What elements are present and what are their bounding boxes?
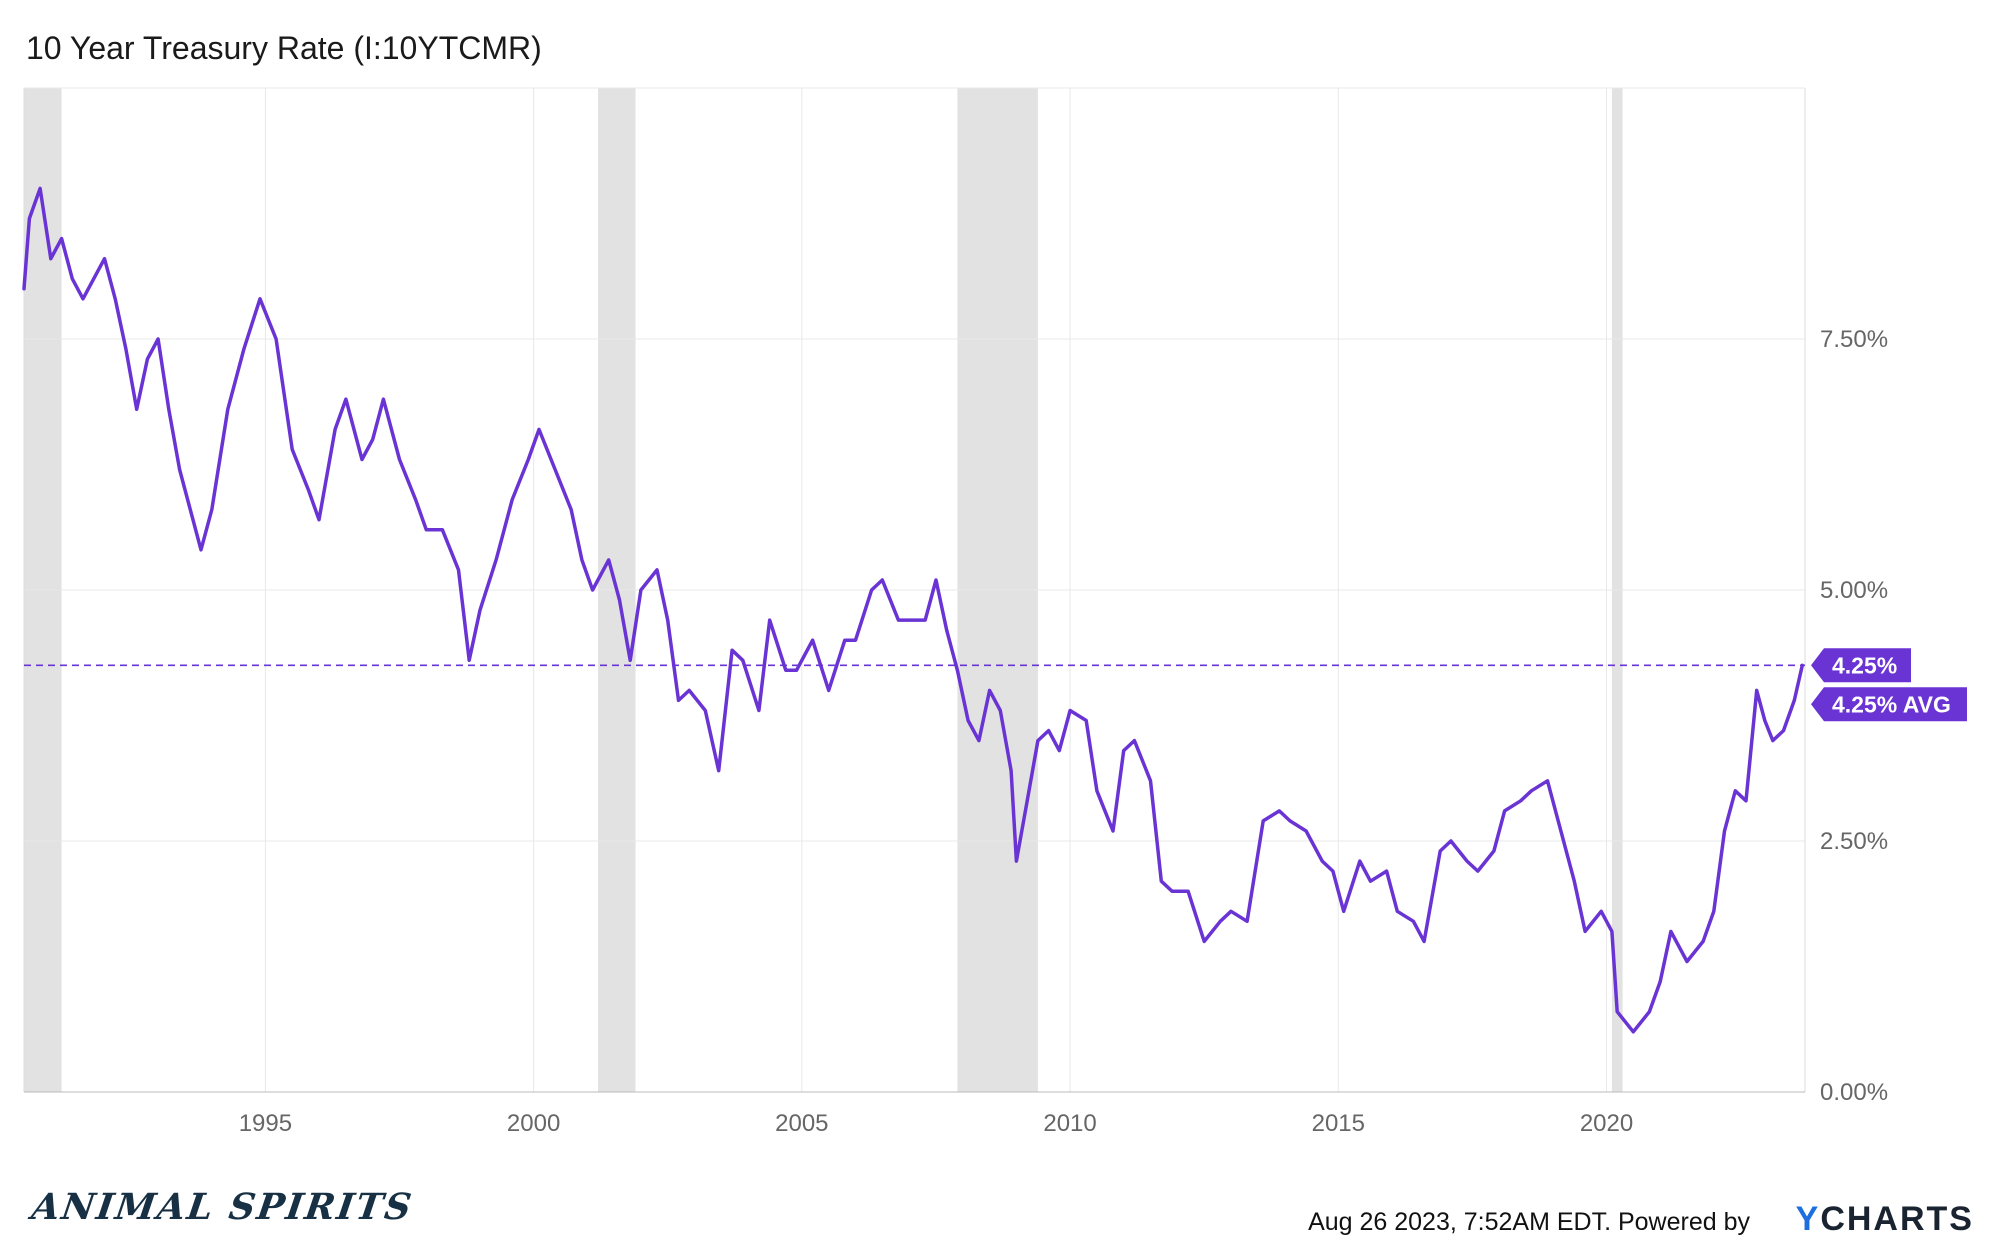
treasury-rate-series [22,186,1805,1034]
series-line-0 [22,186,1805,1034]
x-tick-2010: 2010 [1043,1110,1096,1137]
ycharts-logo-text: CHARTS [1820,1200,1974,1238]
axes [23,87,1806,1093]
chart-title: 10 Year Treasury Rate (I:10YTCMR) [26,30,542,66]
x-tick-2005: 2005 [775,1110,828,1137]
x-tick-2020: 2020 [1580,1110,1633,1137]
y-tick-7.50%: 7.50% [1820,326,1888,353]
ycharts-logo[interactable]: YCHARTS [1796,1200,1974,1239]
flag-label-0: 4.25% [1832,652,1897,678]
y-tick-2.50%: 2.50% [1820,828,1888,855]
y-tick-labels: 7.50% 5.00% 2.50% 0.00% [1820,326,1888,1106]
flag-bg-1 [1811,687,1967,722]
grid-lines [24,88,1805,1093]
y-tick-0.00%: 0.00% [1820,1079,1888,1106]
animal-spirits-logo: ANIMAL SPIRITS [29,1186,416,1228]
x-tick-2015: 2015 [1312,1110,1365,1137]
x-tick-2000: 2000 [507,1110,560,1137]
flag-label-1: 4.25% AVG [1832,691,1951,717]
value-flags: 4.25% 4.25% AVG [1811,648,1967,722]
y-tick-5.00%: 5.00% [1820,577,1888,604]
ycharts-logo-y: Y [1795,1200,1821,1238]
x-tick-1995: 1995 [239,1110,292,1137]
flag-bg-0 [1811,648,1911,683]
footer-timestamp: Aug 26 2023, 7:52AM EDT. Powered by [1308,1208,1750,1236]
x-tick-labels: 1995 2000 2005 2010 2015 2020 [239,1110,1634,1137]
